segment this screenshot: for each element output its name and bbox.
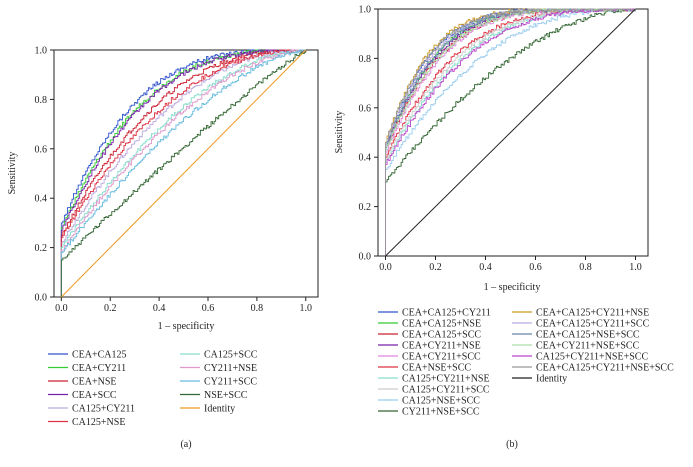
- legend-label: CA125+CY211+SCC: [402, 385, 490, 396]
- legend-label: CA125+CY211+NSE: [402, 374, 490, 385]
- panel-b: 0.0 0.2 0.4 0.6 0.8 1.0 0.0 0.2 0.4 0.6 0.8 1.0 1 –…: [334, 5, 674, 451]
- x-tick-label: 0.2: [429, 262, 442, 273]
- legend-label: CEA+CA125+CY211+SCC: [536, 319, 650, 330]
- x-tick-label: 0.0: [55, 303, 68, 314]
- y-tick-label: 1.0: [359, 5, 372, 16]
- legend-label: CEA+CA125+CY211: [402, 308, 491, 319]
- roc-curve-nse-scc: [60, 50, 307, 297]
- roc-curve-identity: [385, 8, 636, 257]
- legend-label: CEA+CY211+NSE: [402, 341, 481, 352]
- legend-label: CEA+SCC: [72, 390, 117, 401]
- x-tick-label: 0.6: [202, 303, 215, 314]
- panel-a-frame: [53, 49, 319, 298]
- panel-a: 0.0 0.2 0.4 0.6 0.8 1.0 0.0 0.2 0.4 0.6 0.8 1.0 1 –…: [7, 46, 319, 450]
- y-tick-label: 0.4: [359, 153, 372, 164]
- legend-label: CY211+NSE: [204, 363, 257, 374]
- roc-curve-ca125-nse: [60, 49, 307, 297]
- legend-label: CA125+SCC: [204, 350, 258, 361]
- panel-a-xlabel: 1 – specificity: [158, 321, 215, 332]
- roc-curve-cy211-scc: [60, 49, 306, 297]
- legend-label: CY211+NSE+SCC: [402, 407, 480, 418]
- panel-b-ylabel: Sensitivity: [334, 111, 345, 154]
- roc-curve-identity: [60, 49, 307, 298]
- x-tick-label: 1.0: [300, 303, 313, 314]
- y-tick-label: 0.8: [35, 95, 48, 106]
- roc-curve-ca125-cy211-nse-scc: [385, 8, 636, 256]
- panel-b-xlabel: 1 – specificity: [484, 282, 541, 293]
- x-tick-label: 0.8: [579, 262, 592, 273]
- x-tick-label: 0.4: [153, 303, 166, 314]
- panel-b-caption: (b): [506, 439, 518, 450]
- legend-label: CA125+NSE+SCC: [402, 396, 480, 407]
- legend-label: CA125+NSE: [72, 417, 125, 428]
- legend-label: CEA+CA125+NSE+SCC: [536, 330, 640, 341]
- y-tick-label: 0.8: [359, 54, 372, 65]
- x-tick-label: 0.0: [379, 262, 392, 273]
- roc-curve-cy211-nse: [60, 49, 306, 297]
- legend-label: CA125+CY211: [72, 404, 135, 415]
- legend-label: CEA+CA125+SCC: [402, 330, 481, 341]
- x-tick-label: 0.6: [529, 262, 542, 273]
- roc-curve-cy211-nse-scc: [385, 8, 636, 256]
- roc-curve-cea-nse: [60, 49, 306, 297]
- legend-label: CA125+CY211+NSE+SCC: [536, 352, 648, 363]
- x-tick-label: 1.0: [629, 262, 642, 273]
- roc-curve-cea-cy211-nse-scc: [385, 8, 636, 256]
- y-tick-label: 0.0: [35, 293, 48, 304]
- y-tick-label: 1.0: [35, 46, 48, 57]
- y-tick-label: 0.6: [359, 103, 372, 114]
- legend-label: CEA+CY211+SCC: [402, 352, 481, 363]
- panel-b-series: [385, 8, 636, 257]
- roc-curve-cea-ca125-cy211-nse-scc: [385, 8, 636, 256]
- x-tick-label: 0.2: [104, 303, 117, 314]
- legend-label: CEA+CY211+NSE+SCC: [536, 341, 640, 352]
- panel-a-series: [60, 49, 307, 298]
- y-tick-label: 0.4: [35, 194, 48, 205]
- panel-b-legend: CEA+CA125+CY211CEA+CA125+NSECEA+CA125+SC…: [378, 308, 674, 418]
- y-tick-label: 0.2: [35, 243, 48, 254]
- legend-label: CEA+NSE: [72, 377, 117, 388]
- legend-label: CEA+CA125+CY211+NSE+SCC: [536, 363, 674, 374]
- legend-label: CEA+CA125+CY211+NSE: [536, 308, 649, 319]
- panel-b-frame: [377, 8, 649, 257]
- legend-label: Identity: [204, 404, 235, 415]
- y-tick-label: 0.2: [359, 202, 372, 213]
- panel-a-ylabel: Sensitivity: [7, 152, 18, 195]
- legend-label: CEA+NSE+SCC: [402, 363, 471, 374]
- legend-label: Identity: [536, 374, 567, 385]
- y-tick-label: 0.6: [35, 144, 48, 155]
- panel-a-caption: (a): [180, 439, 191, 450]
- panel-a-legend: CEA+CA125 CEA+CY211 CEA+NSE CEA+SCC CA125+CY…: [48, 350, 258, 428]
- y-tick-label: 0.0: [359, 252, 372, 263]
- legend-label: CEA+CA125: [72, 350, 127, 361]
- x-tick-label: 0.4: [479, 262, 492, 273]
- legend-label: CEA+CY211: [72, 363, 126, 374]
- legend-label: CEA+CA125+NSE: [402, 319, 481, 330]
- legend-label: NSE+SCC: [204, 390, 248, 401]
- x-tick-label: 0.8: [251, 303, 264, 314]
- legend-label: CY211+SCC: [204, 377, 257, 388]
